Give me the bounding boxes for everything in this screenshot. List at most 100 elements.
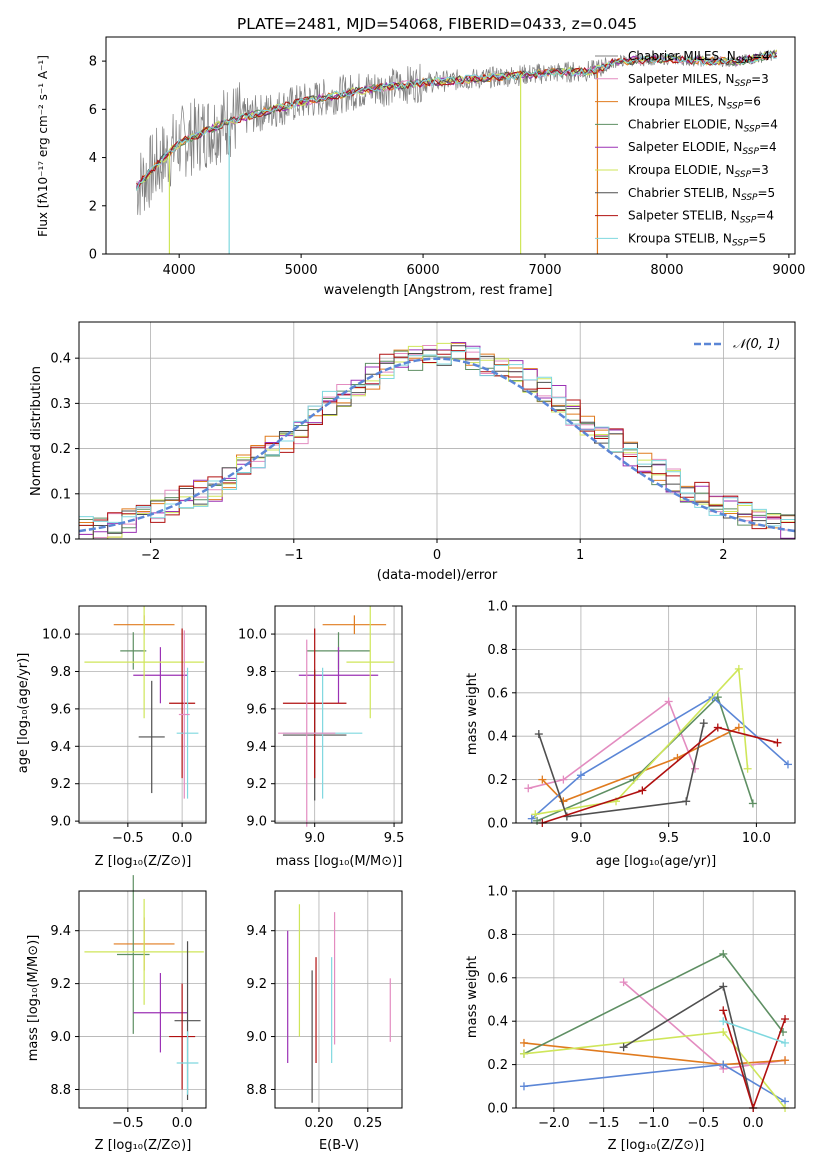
age-vs-mass-panel: 9.0 9.5 9.0 9.2 9.4 9.6 9.8 10.0 <box>238 605 405 846</box>
y-tick-label: 0.2 <box>50 442 71 457</box>
y-tick-label: 9.4 <box>246 740 267 755</box>
panel-frame <box>515 605 796 824</box>
legend-label: Kroupa STELIB, NSSP=5 <box>628 231 766 248</box>
panel-frame <box>515 890 796 1109</box>
weight-series-line <box>536 695 754 822</box>
y-tick-label: 0.2 <box>487 1058 508 1073</box>
x-tick-label: 0.0 <box>743 1116 764 1131</box>
y-tick-label: 9.2 <box>50 777 71 792</box>
x-tick-label: 7000 <box>528 263 561 278</box>
y-tick-label: 0.4 <box>487 1015 508 1030</box>
y-tick-label: 0.6 <box>487 686 508 701</box>
weight-vs-metallicity-panel: −2.0 −1.5 −1.0 −0.5 0.0 0.0 0.2 0.4 0.6 0.8 1.0 <box>487 885 796 1131</box>
weight-series-line <box>623 985 754 1109</box>
residual-ylabel: Normed distribution <box>29 366 44 496</box>
x-tick-label: 0.25 <box>353 1116 382 1131</box>
spectrum-xlabel: wavelength [Angstrom, rest frame] <box>324 283 553 298</box>
mass-vs-ebv-panel: 0.20 0.25 8.8 9.0 9.2 9.4 <box>246 890 403 1131</box>
y-tick-label: 0.0 <box>487 817 508 832</box>
x-tick-label: −0.5 <box>112 1116 144 1131</box>
y-tick-label: 9.0 <box>50 815 71 830</box>
legend-label: Kroupa ELODIE, NSSP=3 <box>628 163 769 180</box>
panel-frame <box>78 605 207 824</box>
y-tick-label: 9.4 <box>50 740 71 755</box>
panel-frame <box>274 605 403 824</box>
residual-xlabel: (data-model)/error <box>377 568 498 583</box>
y-tick-label: 0.4 <box>487 730 508 745</box>
spectrum-panel: 4000 5000 6000 7000 8000 9000 0 2 4 6 8 Chabrier M… <box>36 36 805 298</box>
weight-series-line <box>723 1020 786 1044</box>
weight-series-line <box>542 726 778 824</box>
legend-label: Chabrier STELIB, NSSP=5 <box>628 186 775 203</box>
x-tick-label: −1 <box>284 548 303 563</box>
panel-frame <box>274 890 403 1109</box>
y-tick-label: 0 <box>89 248 97 263</box>
y-tick-label: 0.0 <box>487 1102 508 1117</box>
spectrum-ylabel: Flux [fλ10⁻¹⁷ erg cm⁻² s⁻¹ A⁻¹] <box>36 55 50 237</box>
y-tick-label: 0.8 <box>487 643 508 658</box>
y-tick-label: 4 <box>89 151 97 166</box>
y-tick-label: 0.2 <box>487 773 508 788</box>
x-tick-label: 9.0 <box>304 831 325 846</box>
y-tick-label: 10.0 <box>42 628 71 643</box>
weight-Z-xlabel: Z [log₁₀(Z/Z⊙)] <box>608 1138 705 1153</box>
y-tick-label: 9.2 <box>246 777 267 792</box>
y-tick-label: 0.1 <box>50 487 71 502</box>
legend-label: Salpeter MILES, NSSP=3 <box>628 72 769 89</box>
x-tick-label: −1.0 <box>638 1116 670 1131</box>
legend-label: Salpeter ELODIE, NSSP=4 <box>628 140 777 157</box>
mass-Z-ylabel: mass [log₁₀(M/M⊙)] <box>26 935 41 1062</box>
mass-ebv-xlabel: E(B-V) <box>319 1138 359 1153</box>
x-tick-label: 4000 <box>163 263 196 278</box>
residual-histograms <box>78 341 796 540</box>
legend-label: Kroupa MILES, NSSP=6 <box>628 95 761 112</box>
y-tick-label: 6 <box>89 103 97 118</box>
residual-legend-label: 𝒩(0, 1) <box>733 337 780 352</box>
x-tick-label: 8000 <box>650 263 683 278</box>
y-tick-label: 1.0 <box>487 600 508 615</box>
x-tick-label: 9.0 <box>571 831 592 846</box>
x-tick-label: 9.5 <box>384 831 405 846</box>
weight-series-line <box>538 723 705 818</box>
y-tick-label: 9.4 <box>50 924 71 939</box>
weight-Z-ylabel: mass weight <box>465 956 480 1038</box>
x-tick-label: 5000 <box>285 263 318 278</box>
x-tick-label: −1.5 <box>588 1116 620 1131</box>
x-tick-label: 2 <box>719 548 727 563</box>
x-tick-label: 0.0 <box>172 1116 193 1131</box>
y-tick-label: 9.0 <box>50 1030 71 1045</box>
age-Z-xlabel: Z [log₁₀(Z/Z⊙)] <box>95 854 192 869</box>
y-tick-label: 0.3 <box>50 397 71 412</box>
y-tick-label: 0.0 <box>50 533 71 548</box>
weight-series-line <box>535 667 749 816</box>
age-mass-xlabel: mass [log₁₀(M/M⊙)] <box>276 854 403 869</box>
weight-vs-age-panel: 9.0 9.5 10.0 0.0 0.2 0.4 0.6 0.8 1.0 <box>487 600 796 846</box>
x-tick-label: 6000 <box>407 263 440 278</box>
model-spectrum-line <box>136 53 777 188</box>
x-tick-label: −0.5 <box>688 1116 720 1131</box>
y-tick-label: 9.8 <box>50 665 71 680</box>
y-tick-label: 8.8 <box>246 1083 267 1098</box>
weight-series-line <box>523 1031 786 1109</box>
x-tick-label: 0 <box>433 548 441 563</box>
model-spectrum-line <box>136 51 777 191</box>
weight-age-xlabel: age [log₁₀(age/yr)] <box>596 854 717 869</box>
weight-series-line <box>541 726 740 803</box>
x-tick-label: −2.0 <box>538 1116 570 1131</box>
x-tick-label: 0.20 <box>304 1116 333 1131</box>
y-tick-label: 0.8 <box>487 928 508 943</box>
spectrum-plot <box>136 49 778 254</box>
y-tick-label: 9.2 <box>246 977 267 992</box>
weight-series-line <box>523 1042 786 1066</box>
panel-frame <box>78 890 207 1109</box>
weight-age-ylabel: mass weight <box>465 673 480 755</box>
x-tick-label: −0.5 <box>112 831 144 846</box>
y-tick-label: 9.4 <box>246 924 267 939</box>
age-Z-ylabel: age [log₁₀(age/yr)] <box>16 653 31 774</box>
y-tick-label: 8 <box>89 55 97 70</box>
x-tick-label: 10.0 <box>742 831 771 846</box>
figure-title: PLATE=2481, MJD=54068, FIBERID=0433, z=0… <box>237 15 637 33</box>
normal-curve <box>78 357 796 533</box>
spectrum-legend: Chabrier MILES, NSSP=4 Salpeter MILES, NS… <box>595 49 778 248</box>
